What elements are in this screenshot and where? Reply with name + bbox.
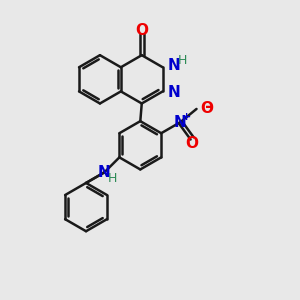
Text: H: H [108, 172, 117, 185]
Text: H: H [178, 54, 188, 67]
Text: -: - [205, 98, 213, 116]
Text: N: N [98, 165, 111, 180]
Text: N: N [168, 85, 181, 100]
Text: O: O [201, 101, 214, 116]
Text: N: N [174, 115, 187, 130]
Text: O: O [135, 23, 148, 38]
Text: +: + [182, 112, 191, 122]
Text: N: N [168, 58, 181, 73]
Text: O: O [186, 136, 199, 151]
